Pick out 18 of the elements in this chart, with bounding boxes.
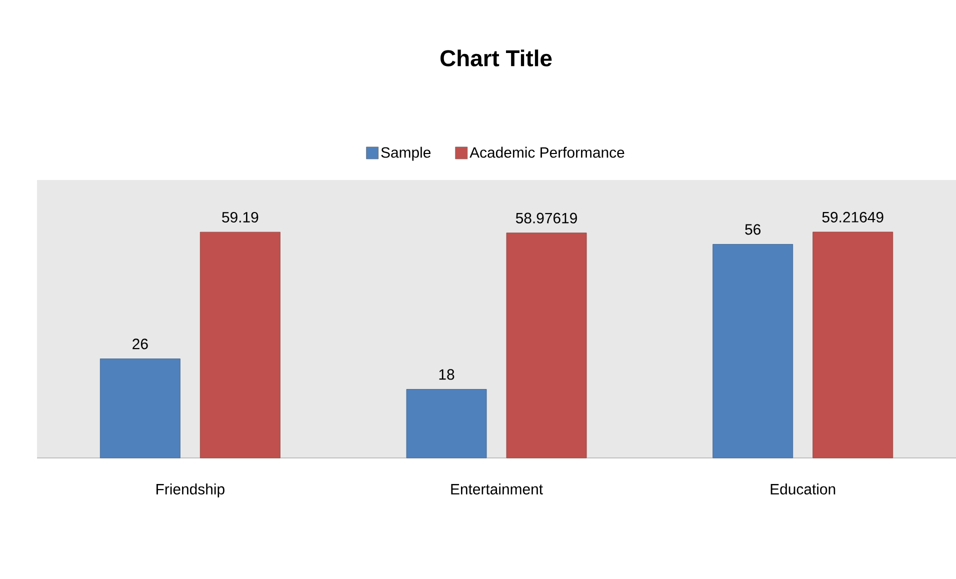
- data-label: 18: [439, 369, 454, 380]
- chart-title: Chart Title: [440, 50, 552, 66]
- bar: [506, 232, 587, 458]
- legend-label: Sample: [381, 146, 431, 161]
- data-label: 58.97619: [516, 212, 577, 224]
- x-tick-label: Education: [770, 484, 836, 494]
- x-tick-label: Friendship: [156, 484, 224, 498]
- bar: [100, 358, 180, 458]
- bar: [712, 244, 794, 458]
- x-tick-label: Entertainment: [451, 484, 543, 494]
- bar: [812, 232, 894, 458]
- data-label: 56: [745, 224, 760, 235]
- data-label: 59.19: [222, 212, 258, 223]
- legend-label: Academic Performance: [470, 146, 624, 158]
- bar: [406, 389, 487, 458]
- data-label: 26: [132, 338, 148, 350]
- data-label: 59.21649: [822, 212, 884, 222]
- bar: [200, 232, 280, 458]
